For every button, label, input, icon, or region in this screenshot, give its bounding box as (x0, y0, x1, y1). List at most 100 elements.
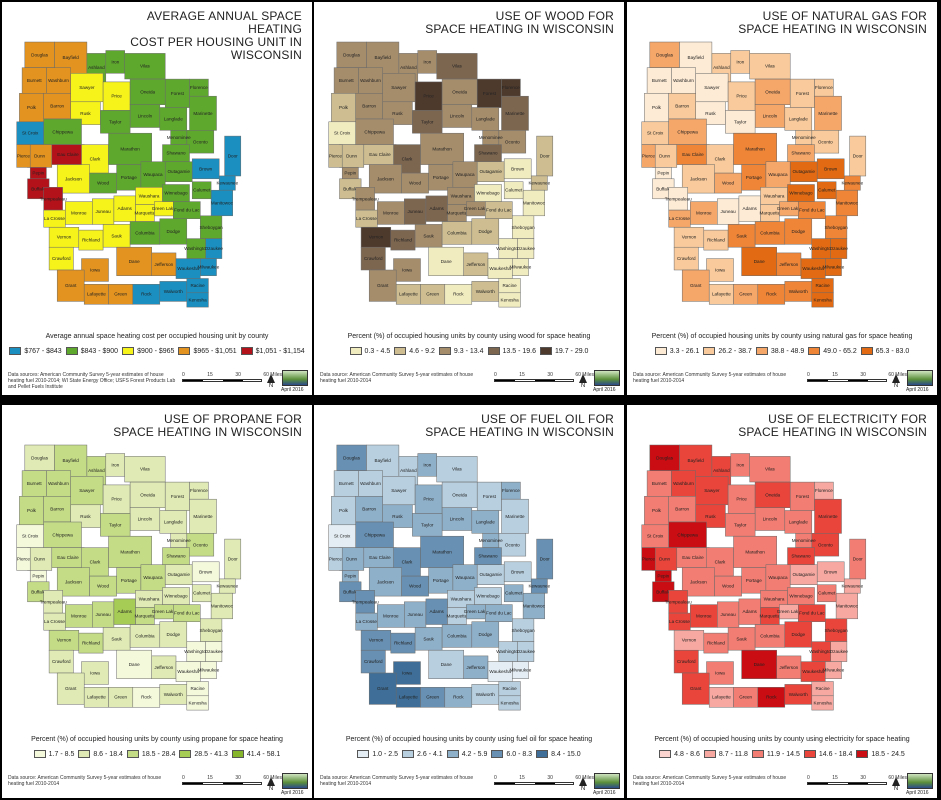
county-label: Portage (433, 175, 450, 180)
county-label: Portage (433, 578, 450, 583)
county-dane (428, 246, 464, 276)
county-label: Milwaukee (823, 265, 845, 270)
county-label: Waushara (139, 596, 160, 601)
county-marathon (108, 535, 152, 568)
legend-swatch (703, 750, 716, 758)
scale-bar-graphic (494, 782, 574, 785)
scale-bar-graphic (807, 379, 887, 382)
county-calumet (503, 584, 524, 603)
county-label: Kewaunee (216, 584, 238, 589)
county-label: Brown (511, 569, 524, 574)
legend-item: 0.3 - 4.5 (349, 347, 390, 355)
county-label: Ashland (88, 468, 105, 473)
county-label: Kenosha (501, 700, 520, 705)
legend-swatch (659, 750, 672, 758)
county-label: Lafayette (87, 292, 106, 297)
legend: 1.0 - 2.5 2.6 - 4.1 4.2 - 5.9 6.0 - 8.3 8.4 … (320, 750, 618, 758)
county-label: Buffalo (31, 186, 46, 191)
data-source: Data source: American Community Survey 5… (633, 775, 787, 787)
legend-label: 8.4 - 15.0 (551, 750, 581, 758)
county-label: Oneida (452, 89, 467, 94)
county-label: Sheboygan (199, 225, 223, 230)
county-marinette (814, 498, 842, 534)
county-label: La Crosse (356, 619, 377, 624)
county-label: Dodge (479, 229, 493, 234)
county-sawyer (695, 476, 729, 506)
county-label: Columbia (135, 634, 155, 639)
legend-label: 26.2 - 38.7 (718, 347, 752, 355)
county-label: Waukesha (177, 266, 199, 271)
county-pierce (328, 144, 343, 168)
county-dodge (471, 621, 500, 648)
legend: 4.8 - 8.6 8.7 - 11.8 11.9 - 14.5 14.6 - 18.… (633, 750, 931, 758)
county-label: Forest (171, 91, 185, 96)
county-label: Marinette (193, 514, 213, 519)
county-label: Buffalo (343, 186, 358, 191)
county-label: Adams (430, 609, 445, 614)
county-label: Portage (746, 578, 763, 583)
county-label: Sauk (423, 636, 434, 641)
legend-item: 9.3 - 13.4 (438, 347, 484, 355)
legend-item: 28.5 - 41.3 (179, 750, 228, 758)
north-arrow-icon: N (891, 374, 901, 389)
county-label: Iron (423, 59, 431, 64)
county-label: Bayfield (375, 55, 392, 60)
county-label: Iron (111, 462, 119, 467)
county-label: Milwaukee (198, 668, 220, 673)
county-label: Calumet (818, 188, 836, 193)
legend-swatch (394, 347, 407, 355)
county-label: Richland (82, 238, 100, 243)
county-marathon (733, 132, 777, 165)
legend: 1.7 - 8.5 8.6 - 18.4 18.5 - 28.4 28.5 - 41.… (8, 750, 306, 758)
county-label: Jefferson (779, 665, 798, 670)
county-label: Racine (502, 283, 517, 288)
county-dane (741, 649, 777, 679)
county-label: Dane (129, 662, 140, 667)
map-title: USE OF PROPANE FOR SPACE HEATING IN WISCO… (112, 413, 302, 439)
county-label: Sheboygan (511, 628, 535, 633)
county-marinette (501, 498, 529, 534)
county-label: Vilas (765, 64, 776, 69)
north-label: N (268, 383, 274, 389)
county-brown (191, 561, 220, 583)
county-label: La Crosse (356, 216, 377, 221)
legend-item: 38.8 - 48.9 (755, 347, 805, 355)
county-label: Iron (111, 59, 119, 64)
county-pierce (641, 144, 656, 168)
county-label: Manitowoc (836, 201, 859, 206)
county-label: Shawano (791, 151, 811, 156)
legend-swatch (122, 347, 135, 355)
county-label: Lincoln (763, 114, 778, 119)
county-label: Iowa (402, 268, 412, 273)
county-label: Pierce (17, 154, 30, 159)
county-label: Polk (652, 105, 662, 110)
county-label: Sawyer (704, 488, 720, 493)
county-label: Forest (483, 91, 497, 96)
county-label: Vernon (57, 235, 72, 240)
county-label: Oconto (818, 139, 833, 144)
county-label: Lincoln (138, 114, 153, 119)
map-panel-5: USE OF FUEL OIL FOR SPACE HEATING IN WISC… (314, 405, 624, 798)
county-label: Washington (184, 246, 209, 251)
county-dodge (784, 218, 813, 245)
county-label: Portage (746, 175, 763, 180)
county-label: Kenosha (189, 297, 208, 302)
county-label: Florence (815, 488, 833, 493)
county-vilas (749, 456, 791, 483)
county-label: Kenosha (501, 297, 520, 302)
county-label: Washington (184, 649, 209, 654)
county-label: Monroe (696, 614, 712, 619)
county-label: Green Lake (777, 609, 801, 614)
county-kenosha (811, 292, 834, 308)
county-label: Langlade (789, 117, 808, 122)
county-label: Grant (377, 283, 389, 288)
county-label: Dane (441, 662, 452, 667)
county-portage (116, 567, 142, 594)
legend-swatch (654, 347, 667, 355)
county-label: Sawyer (79, 488, 95, 493)
county-label: Bayfield (63, 458, 80, 463)
county-label: Pierce (642, 154, 655, 159)
county-label: Walworth (164, 289, 183, 294)
county-label: Trempealeau (40, 196, 67, 201)
legend-label: 38.8 - 48.9 (770, 347, 805, 355)
